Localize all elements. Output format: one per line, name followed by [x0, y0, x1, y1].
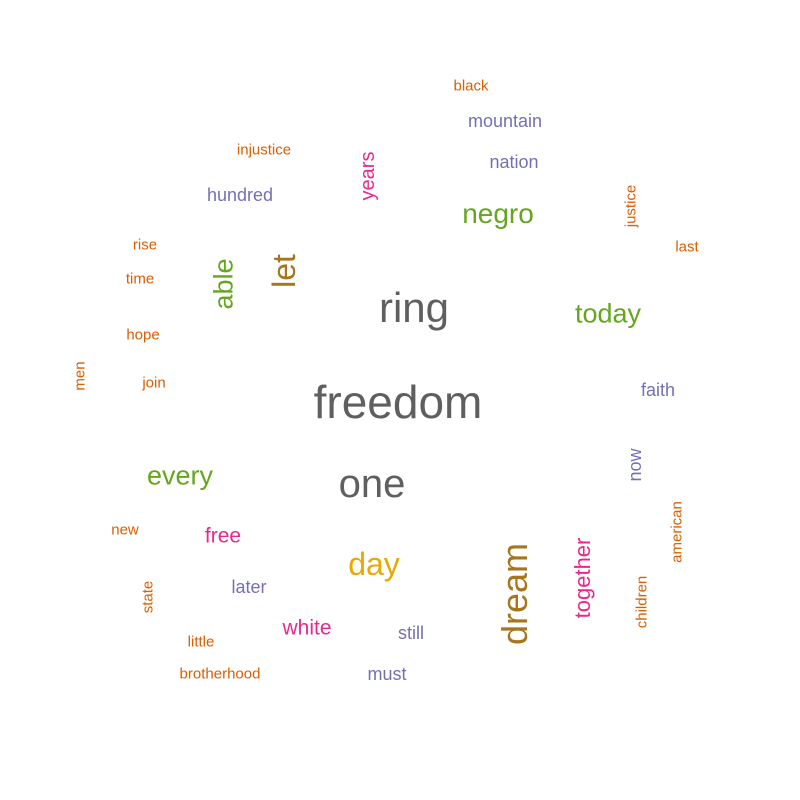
- word-still: still: [398, 623, 424, 643]
- word-together: together: [570, 537, 595, 619]
- word-ring: ring: [378, 284, 450, 331]
- word-let: let: [266, 254, 302, 288]
- word-negro: negro: [462, 198, 534, 229]
- word-now: now: [625, 448, 645, 482]
- word-state: state: [139, 580, 157, 614]
- word-every: every: [146, 460, 214, 491]
- word-american: american: [668, 501, 686, 563]
- word-men: men: [71, 361, 89, 391]
- word-one: one: [338, 462, 406, 506]
- word-justice: justice: [622, 184, 640, 228]
- word-new: new: [111, 521, 139, 539]
- word-little: little: [187, 633, 215, 651]
- word-later: later: [231, 577, 267, 597]
- word-rise: rise: [132, 236, 158, 254]
- word-dream: dream: [494, 542, 535, 646]
- word-hope: hope: [126, 326, 160, 344]
- word-mountain: mountain: [467, 111, 543, 131]
- word-able: able: [208, 258, 239, 310]
- word-black: black: [453, 77, 489, 95]
- word-brotherhood: brotherhood: [179, 665, 261, 683]
- word-faith: faith: [640, 380, 676, 400]
- word-hundred: hundred: [206, 185, 274, 205]
- word-freedom: freedom: [313, 376, 483, 428]
- word-last: last: [675, 238, 699, 256]
- word-years: years: [357, 151, 379, 201]
- word-white: white: [282, 616, 332, 640]
- word-must: must: [367, 664, 407, 684]
- word-time: time: [125, 270, 155, 288]
- word-children: children: [633, 575, 651, 629]
- word-join: join: [142, 374, 166, 392]
- word-injustice: injustice: [236, 141, 292, 159]
- word-today: today: [574, 298, 642, 329]
- word-nation: nation: [489, 152, 539, 172]
- word-day: day: [348, 546, 400, 582]
- word-free: free: [204, 524, 242, 548]
